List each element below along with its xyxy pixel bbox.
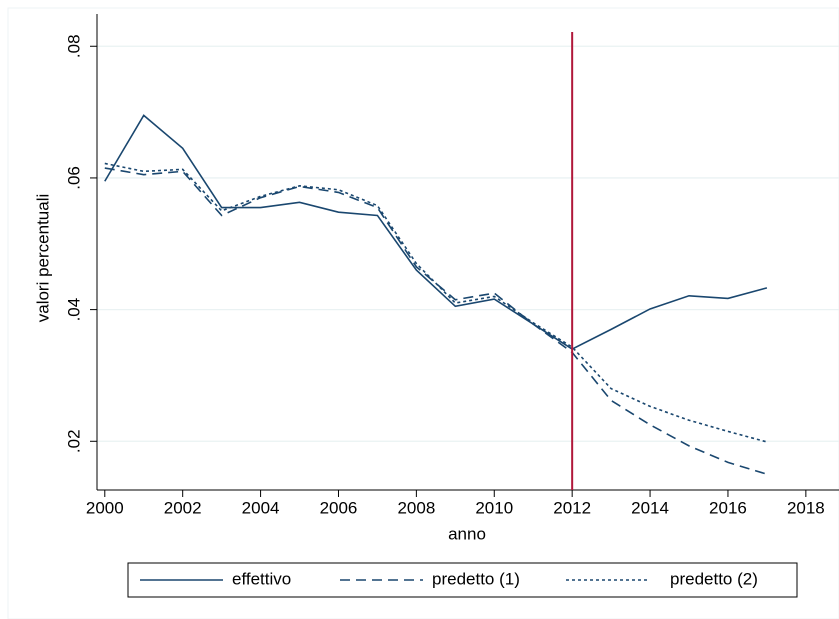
y-tick-label: .06 <box>64 166 83 190</box>
x-tick-label: 2004 <box>242 498 280 517</box>
x-tick-label: 2014 <box>631 498 669 517</box>
x-axis-title: anno <box>448 524 486 543</box>
x-tick-label: 2012 <box>553 498 591 517</box>
y-tick-label: .08 <box>64 34 83 58</box>
x-tick-label: 2006 <box>320 498 358 517</box>
y-axis-title: valori percentuali <box>33 194 52 323</box>
series-line <box>104 162 768 443</box>
x-tick-label: 2016 <box>709 498 747 517</box>
graph-region <box>7 7 839 619</box>
series-line <box>104 114 768 351</box>
legend-label: predetto (2) <box>670 569 758 588</box>
legend-box <box>127 562 798 598</box>
x-tick-label: 2000 <box>86 498 124 517</box>
x-tick-label: 2002 <box>164 498 202 517</box>
y-tick-label: .04 <box>64 298 83 322</box>
x-tick-label: 2010 <box>475 498 513 517</box>
series-line <box>104 167 768 475</box>
y-tick-label: .02 <box>64 429 83 453</box>
legend-label: effettivo <box>232 569 291 588</box>
legend-label: predetto (1) <box>432 569 520 588</box>
x-tick-label: 2018 <box>787 498 825 517</box>
x-tick-label: 2008 <box>397 498 435 517</box>
